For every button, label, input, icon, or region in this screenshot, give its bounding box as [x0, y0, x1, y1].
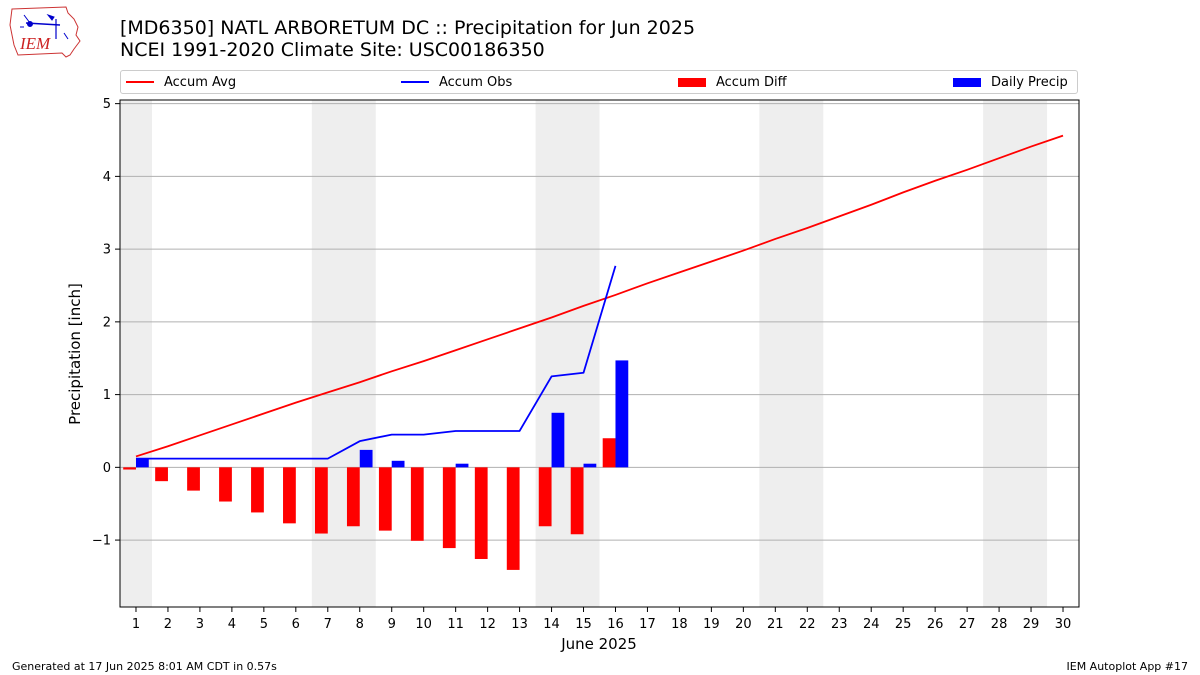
x-tick-label: 19 — [703, 617, 720, 632]
bar-accum-diff — [378, 467, 392, 531]
x-tick-label: 15 — [575, 617, 592, 632]
bar-accum-diff — [346, 467, 360, 527]
legend-label-accum-obs: Accum Obs — [439, 74, 513, 90]
y-tick-label: 0 — [103, 461, 111, 476]
y-tick-label: −1 — [92, 534, 111, 549]
legend-entry-accum-diff: Accum Diff — [678, 71, 787, 93]
legend-swatch-accum-diff — [678, 77, 706, 87]
x-tick-label: 12 — [479, 617, 496, 632]
x-tick-label: 17 — [639, 617, 656, 632]
legend-label-accum-diff: Accum Diff — [716, 74, 787, 90]
x-tick-label: 30 — [1055, 617, 1072, 632]
legend-swatch-accum-avg — [126, 81, 154, 83]
x-tick-label: 1 — [132, 617, 140, 632]
x-tick-label: 26 — [927, 617, 944, 632]
bar-daily-precip — [615, 360, 629, 468]
chart-title: [MD6350] NATL ARBORETUM DC :: Precipitat… — [120, 17, 696, 39]
legend-entry-daily-precip: Daily Precip — [953, 71, 1068, 93]
bar-daily-precip — [359, 449, 373, 468]
bar-accum-diff — [474, 467, 488, 559]
autoplot-app-id: IEM Autoplot App #17 — [1066, 660, 1189, 673]
weekend-shade — [759, 100, 824, 607]
y-tick-label: 3 — [103, 243, 111, 258]
legend-entry-accum-obs: Accum Obs — [401, 71, 512, 93]
bar-accum-diff — [506, 467, 520, 570]
weekend-shade — [983, 100, 1048, 607]
x-tick-label: 14 — [543, 617, 560, 632]
x-tick-label: 3 — [196, 617, 204, 632]
bar-daily-precip — [391, 460, 405, 468]
x-tick-label: 24 — [863, 617, 880, 632]
y-tick-label: 2 — [103, 315, 111, 330]
bar-accum-diff — [219, 467, 232, 502]
x-tick-label: 21 — [767, 617, 784, 632]
x-tick-label: 27 — [959, 617, 976, 632]
bar-accum-diff — [283, 467, 296, 524]
y-tick-label: 5 — [103, 97, 111, 112]
chart-legend: Accum Avg Accum Obs Accum Diff Daily Pre… — [120, 70, 1078, 94]
bar-daily-precip — [455, 463, 469, 468]
legend-swatch-daily-precip — [953, 77, 981, 87]
bar-accum-diff — [410, 467, 424, 541]
bar-accum-diff — [187, 467, 200, 491]
bar-daily-precip — [135, 458, 149, 468]
bar-daily-precip — [583, 463, 597, 468]
legend-label-accum-avg: Accum Avg — [164, 74, 237, 90]
x-tick-label: 20 — [735, 617, 752, 632]
plot-frame — [119, 99, 1080, 608]
bar-accum-diff — [123, 467, 136, 470]
bar-accum-diff — [155, 467, 168, 482]
legend-swatch-accum-obs — [401, 81, 429, 83]
x-tick-label: 4 — [228, 617, 236, 632]
bar-accum-diff — [538, 467, 552, 527]
weather-station-icon — [20, 13, 69, 40]
x-tick-label: 8 — [356, 617, 364, 632]
x-tick-label: 11 — [447, 617, 464, 632]
x-tick-label: 25 — [895, 617, 912, 632]
x-tick-label: 5 — [260, 617, 268, 632]
x-tick-label: 2 — [164, 617, 172, 632]
x-tick-label: 29 — [1023, 617, 1040, 632]
bar-daily-precip — [551, 412, 565, 468]
x-axis-label: June 2025 — [560, 635, 637, 653]
x-tick-label: 28 — [991, 617, 1008, 632]
bar-accum-diff — [602, 438, 616, 468]
bar-accum-diff — [251, 467, 264, 513]
y-axis-label: Precipitation [inch] — [66, 283, 84, 425]
iem-logo: IEM — [9, 6, 81, 58]
bar-accum-diff — [442, 467, 456, 549]
x-tick-label: 18 — [671, 617, 688, 632]
bar-accum-diff — [570, 467, 584, 535]
bar-accum-diff — [314, 467, 328, 534]
legend-label-daily-precip: Daily Precip — [991, 74, 1068, 90]
x-tick-label: 10 — [415, 617, 432, 632]
y-tick-label: 1 — [103, 388, 111, 403]
line-accum-obs — [135, 265, 617, 460]
x-tick-label: 9 — [388, 617, 396, 632]
y-tick-label: 4 — [103, 170, 111, 185]
legend-entry-accum-avg: Accum Avg — [126, 71, 236, 93]
x-tick-label: 22 — [799, 617, 816, 632]
weekend-shade — [120, 100, 152, 607]
chart-subtitle: NCEI 1991-2020 Climate Site: USC00186350 — [120, 39, 545, 61]
x-tick-label: 23 — [831, 617, 848, 632]
x-tick-label: 16 — [607, 617, 624, 632]
generated-timestamp: Generated at 17 Jun 2025 8:01 AM CDT in … — [12, 660, 277, 673]
x-tick-label: 7 — [324, 617, 332, 632]
x-tick-label: 13 — [511, 617, 528, 632]
line-accum-avg — [135, 134, 1064, 458]
x-tick-label: 6 — [292, 617, 300, 632]
logo-text: IEM — [19, 34, 51, 53]
